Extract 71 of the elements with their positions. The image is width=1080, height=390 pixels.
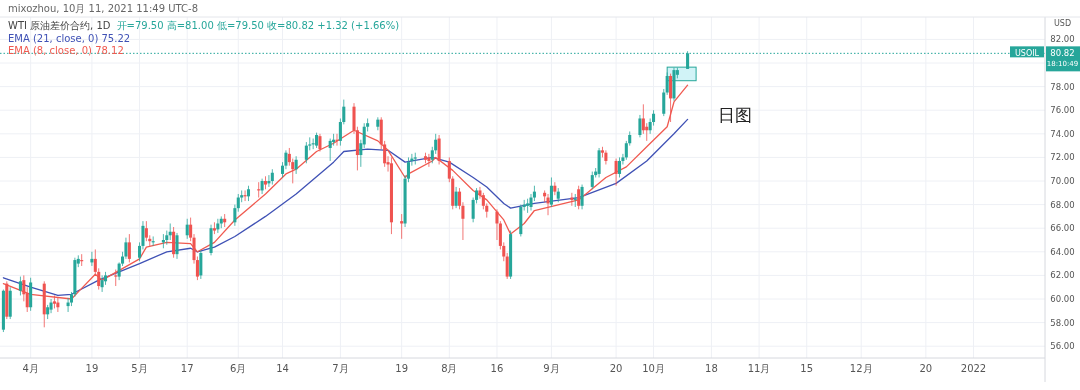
x-tick-label: 5月 <box>131 363 148 374</box>
annotation: USOIL <box>1014 49 1040 59</box>
candlestick <box>172 226 176 259</box>
candlestick <box>328 138 332 162</box>
candlestick <box>413 152 417 165</box>
candlestick <box>294 155 298 175</box>
y-tick-label: 58.00 <box>1050 317 1075 328</box>
y-tick-label: 64.00 <box>1050 246 1075 257</box>
y-tick-label: 70.00 <box>1050 176 1075 187</box>
x-tick-label: 14 <box>276 363 289 374</box>
text: EMA (8, close, 0) 78.12 <box>8 45 124 56</box>
y-tick-label: 74.00 <box>1050 128 1075 139</box>
candlestick <box>638 114 642 138</box>
y-tick-label: 72.00 <box>1050 152 1075 163</box>
x-tick-label: 7月 <box>332 363 349 374</box>
x-tick-label: 18 <box>705 363 718 374</box>
ref-line-label: 80.82 <box>1050 48 1075 59</box>
candlestick <box>144 220 148 242</box>
candlestick <box>665 72 669 96</box>
y-tick-label: 82.00 <box>1050 34 1075 45</box>
candlestick <box>185 218 189 240</box>
candlestick <box>662 88 666 117</box>
text: EMA (21, close, 0) 75.22 <box>8 33 131 44</box>
candlestick <box>604 149 608 165</box>
y-tick-label: 78.00 <box>1050 81 1075 92</box>
candlestick <box>546 193 550 216</box>
candlestick <box>549 177 553 208</box>
candlestick <box>580 184 584 210</box>
candlestick <box>304 141 308 164</box>
y-tick-label: 66.00 <box>1050 223 1075 234</box>
chart-title: WTI 原油差价合约, 1D <box>8 20 111 31</box>
x-tick-label: 17 <box>180 363 194 374</box>
x-tick-label: 6月 <box>230 363 247 374</box>
x-tick-label: 2022 <box>960 363 987 374</box>
x-tick-label: 9月 <box>543 363 560 374</box>
x-tick-label: 4月 <box>22 363 39 374</box>
candlestick <box>260 178 264 195</box>
candlestick <box>114 269 118 287</box>
candlestick <box>505 252 509 280</box>
candlestick <box>49 298 53 314</box>
candlestick <box>263 175 268 190</box>
candlestick <box>437 134 441 165</box>
x-tick-label: 15 <box>800 363 814 374</box>
x-tick-label: 8月 <box>441 363 458 374</box>
candlestick <box>18 276 22 296</box>
candlestick <box>212 221 216 235</box>
y-tick-label: 76.00 <box>1050 105 1075 116</box>
x-tick-label: 19 <box>395 363 409 374</box>
x-tick-label: 12月 <box>849 363 873 374</box>
candlestick <box>100 275 104 293</box>
chart-subtitle: 开=79.50 高=81.00 低=79.50 收=80.82 +1.32 (+1.66%) <box>116 20 400 31</box>
annotation: 日图 <box>718 105 752 125</box>
candlestick <box>577 185 581 210</box>
candlestick <box>175 232 179 260</box>
candlestick <box>526 198 530 214</box>
x-tick-label: 20 <box>919 363 933 374</box>
y-tick-label: 60.00 <box>1050 294 1075 304</box>
y-axis-title: USD <box>1053 19 1072 28</box>
candlestick <box>127 233 131 263</box>
x-tick-label: 11月 <box>747 363 771 374</box>
x-tick-label: 19 <box>85 363 99 374</box>
y-tick-label: 68.00 <box>1050 199 1075 210</box>
x-tick-label: 10月 <box>642 363 665 374</box>
candlestick <box>614 158 618 187</box>
y-tick-label: 56.00 <box>1050 341 1075 352</box>
y-tick-label: 62.00 <box>1050 270 1075 281</box>
x-tick-label: 20 <box>609 363 623 374</box>
text: mixozhou, 10月 11, 2021 11:49 UTC-8 <box>8 3 199 14</box>
x-tick-label: 16 <box>490 363 504 374</box>
candlestick <box>199 250 203 280</box>
candlestick <box>617 157 622 178</box>
